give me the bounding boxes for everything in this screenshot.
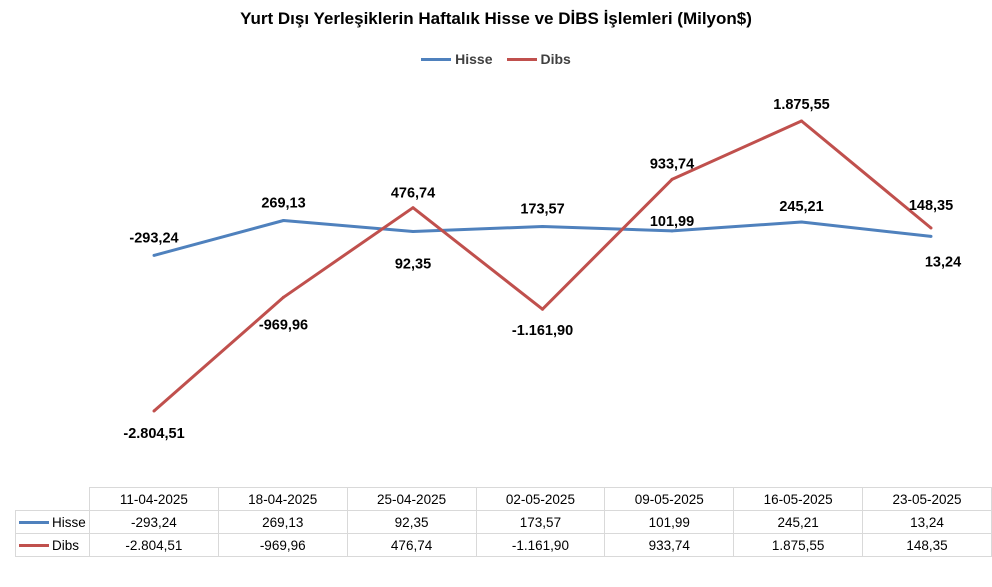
row-key-dibs	[19, 544, 49, 548]
table-cell: -2.804,51	[88, 533, 219, 557]
data-point-hisse	[282, 219, 285, 222]
table-cell: 92,35	[346, 510, 477, 534]
table-header-cell: 25-04-2025	[346, 487, 477, 511]
chart-title: Yurt Dışı Yerleşiklerin Haftalık Hisse v…	[240, 9, 752, 28]
table-header-cell: 18-04-2025	[217, 487, 348, 511]
data-label-dibs: 1.875,55	[773, 97, 829, 113]
data-point-hisse	[929, 234, 933, 238]
legend: Hisse Dibs	[0, 51, 992, 67]
data-point-hisse	[800, 220, 803, 224]
table-cell: 101,99	[604, 510, 735, 534]
table-cell: 1.875,55	[733, 533, 864, 557]
table-row-head-hisse: Hisse	[15, 510, 90, 534]
table-cell: 173,57	[475, 510, 606, 534]
data-label-hisse: 245,21	[779, 199, 823, 215]
table-cell: -1.161,90	[475, 533, 606, 557]
data-label-dibs: -1.161,90	[512, 323, 573, 339]
data-point-hisse	[152, 253, 156, 257]
data-point-dibs	[282, 295, 285, 299]
data-label-dibs: -2.804,51	[123, 426, 184, 442]
data-point-hisse	[541, 225, 544, 228]
table-cell: 148,35	[862, 533, 992, 557]
data-label-hisse: 92,35	[395, 256, 431, 272]
data-label-dibs: 148,35	[909, 198, 953, 214]
data-point-dibs	[411, 206, 415, 210]
table-header-cell: 02-05-2025	[475, 487, 606, 511]
data-point-hisse	[411, 230, 415, 233]
data-point-dibs	[152, 409, 156, 413]
data-point-dibs	[800, 119, 803, 123]
table-cell: 245,21	[733, 510, 864, 534]
row-key-hisse	[19, 521, 49, 525]
data-point-dibs	[929, 226, 933, 230]
row-label-hisse: Hisse	[52, 514, 86, 530]
legend-item-dibs: Dibs	[506, 51, 571, 67]
table-cell: 269,13	[217, 510, 348, 534]
table-cell: -969,96	[217, 533, 348, 557]
legend-label-hisse: Hisse	[455, 51, 493, 67]
data-label-hisse: -293,24	[129, 230, 178, 246]
table-corner	[15, 487, 90, 511]
legend-item-hisse: Hisse	[421, 51, 493, 67]
plot-area: -293,24 269,13 92,35 173,57 101,99 245,21 13,2…	[123, 97, 961, 442]
data-table: 11-04-2025 18-04-2025 25-04-2025 02-05-2…	[15, 487, 992, 557]
data-label-dibs: 933,74	[650, 156, 694, 172]
data-label-hisse: 173,57	[520, 201, 564, 217]
table-cell: 476,74	[346, 533, 477, 557]
table-row-dibs: Dibs -2.804,51 -969,96 476,74 -1.161,90 …	[15, 533, 992, 557]
table-row-hisse: Hisse -293,24 269,13 92,35 173,57 101,99…	[15, 510, 992, 534]
table-cell: -293,24	[88, 510, 219, 534]
table-header-cell: 16-05-2025	[733, 487, 864, 511]
data-label-hisse: 269,13	[261, 196, 305, 212]
data-label-hisse: 101,99	[650, 214, 694, 230]
table-header-cell: 23-05-2025	[862, 487, 992, 511]
legend-line-dibs	[506, 57, 537, 61]
data-point-dibs	[670, 177, 674, 181]
table-header-cell: 09-05-2025	[604, 487, 735, 511]
table-cell: 933,74	[604, 533, 735, 557]
row-label-dibs: Dibs	[52, 537, 80, 553]
table-row-head-dibs: Dibs	[15, 533, 90, 557]
table-header-cell: 11-04-2025	[88, 487, 219, 511]
data-label-hisse: 13,24	[925, 254, 961, 270]
table-cell: 13,24	[862, 510, 992, 534]
data-label-dibs: -969,96	[259, 317, 308, 333]
data-label-dibs: 476,74	[391, 186, 435, 202]
legend-label-dibs: Dibs	[540, 51, 571, 67]
series-line-dibs	[153, 119, 932, 413]
table-header-row: 11-04-2025 18-04-2025 25-04-2025 02-05-2…	[15, 487, 992, 511]
data-point-hisse	[670, 229, 674, 233]
legend-line-hisse	[421, 57, 452, 61]
data-point-dibs	[541, 307, 544, 311]
